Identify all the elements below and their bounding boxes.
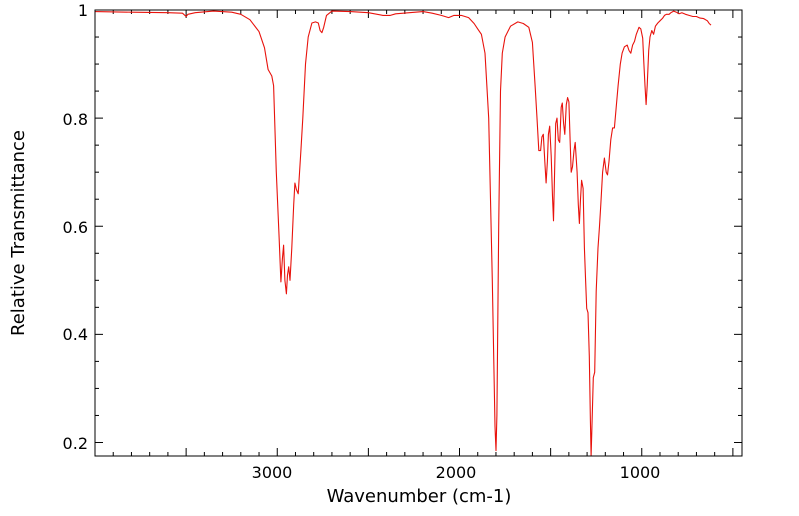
series-line-ir-spectrum <box>94 10 712 457</box>
y-tick-label-0.8: 0.8 <box>63 110 88 129</box>
y-axis-title: Relative Transmittance <box>8 130 29 336</box>
y-tick-label-0.6: 0.6 <box>63 218 88 237</box>
x-tick-label-3000: 3000 <box>252 463 293 482</box>
y-tick-label-0.4: 0.4 <box>63 325 88 344</box>
x-tick-label-1000: 1000 <box>620 463 661 482</box>
x-tick-label-2000: 2000 <box>436 463 477 482</box>
plot-frame <box>94 9 743 457</box>
x-axis-title: Wavenumber (cm-1) <box>327 486 512 507</box>
y-tick-label-0.2: 0.2 <box>63 434 88 453</box>
y-tick-label-1: 1 <box>78 1 88 20</box>
